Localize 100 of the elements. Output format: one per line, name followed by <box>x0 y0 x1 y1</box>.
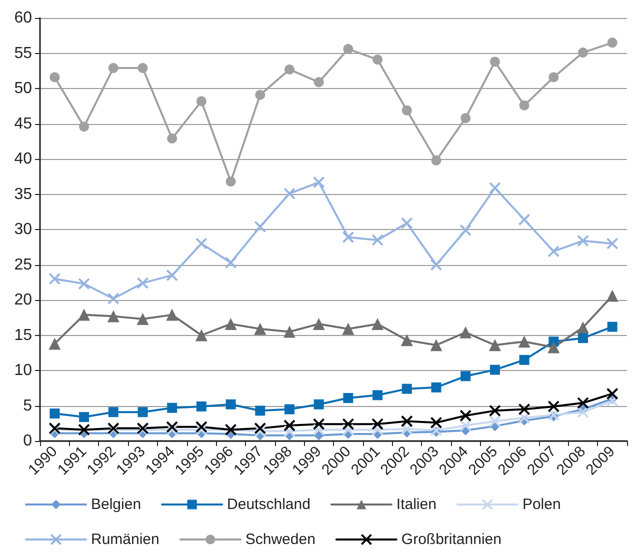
point <box>136 277 149 290</box>
point <box>578 333 588 344</box>
point <box>488 415 501 428</box>
point <box>283 419 296 432</box>
point <box>488 404 501 417</box>
y-tick-label: 60 <box>14 10 32 26</box>
point <box>224 318 237 330</box>
point <box>460 113 471 124</box>
point <box>606 388 618 400</box>
y-tick-label: 55 <box>14 44 32 62</box>
y-tick-label: 30 <box>14 221 32 238</box>
point <box>342 231 354 244</box>
point <box>284 404 294 414</box>
y-tick-label: 0 <box>23 432 32 450</box>
legend-label: Großbritannien <box>401 531 502 548</box>
point <box>518 336 530 348</box>
point <box>488 182 501 194</box>
y-tick-label: 40 <box>14 150 32 168</box>
point <box>460 371 471 382</box>
y-tick-label: 25 <box>14 256 32 274</box>
point <box>79 412 90 422</box>
point <box>255 90 266 100</box>
point <box>576 321 589 334</box>
point <box>607 322 618 332</box>
point <box>402 105 412 116</box>
point <box>400 415 413 428</box>
point <box>430 424 442 436</box>
point <box>431 155 442 166</box>
y-tick-label: 45 <box>14 115 32 132</box>
legend-label: Schweden <box>245 531 316 548</box>
point <box>166 308 178 321</box>
point <box>312 318 325 330</box>
point <box>224 256 237 269</box>
y-tick-label: 10 <box>14 362 32 379</box>
point <box>519 354 530 365</box>
legend-label: Italien <box>396 496 436 513</box>
point <box>490 56 500 67</box>
point <box>226 176 236 187</box>
point <box>342 322 354 335</box>
point <box>195 420 208 433</box>
point <box>283 326 296 338</box>
point <box>343 392 354 403</box>
point <box>606 290 618 302</box>
point <box>312 176 325 188</box>
point <box>138 407 148 418</box>
point <box>195 424 208 436</box>
y-tick-label: 35 <box>14 186 32 203</box>
point <box>518 214 530 226</box>
point <box>430 416 442 429</box>
point <box>254 220 266 233</box>
point <box>196 401 206 412</box>
point <box>48 338 61 350</box>
point <box>460 419 472 432</box>
point <box>314 399 324 410</box>
point <box>578 48 588 58</box>
point <box>518 412 530 424</box>
point <box>548 400 560 412</box>
point <box>283 188 296 200</box>
point <box>138 63 148 74</box>
point <box>48 272 61 285</box>
point <box>400 217 413 230</box>
point <box>107 292 120 305</box>
point <box>108 63 118 74</box>
point <box>78 278 90 290</box>
point <box>576 234 589 247</box>
point <box>400 423 413 436</box>
point <box>108 407 118 418</box>
point <box>312 424 325 436</box>
point <box>195 238 208 250</box>
point <box>430 339 442 352</box>
y-tick-label: 20 <box>14 292 32 308</box>
point <box>195 329 208 342</box>
point <box>166 420 178 433</box>
point <box>166 424 178 436</box>
point <box>402 384 412 394</box>
point <box>518 403 530 416</box>
point <box>576 406 589 418</box>
y-tick-label: 15 <box>14 326 32 344</box>
point <box>372 418 384 430</box>
legend-label: Deutschland <box>227 496 310 513</box>
point <box>576 396 589 409</box>
point <box>372 424 384 436</box>
point <box>167 402 178 413</box>
point <box>488 339 501 352</box>
point <box>226 399 236 410</box>
point <box>284 64 294 74</box>
y-tick-label: 50 <box>14 80 32 97</box>
point <box>548 245 560 258</box>
point <box>79 122 90 132</box>
point <box>548 341 560 354</box>
point <box>372 390 383 400</box>
point <box>372 318 384 330</box>
point <box>167 134 178 144</box>
point <box>342 424 354 436</box>
point <box>490 364 500 375</box>
point <box>254 322 266 335</box>
point <box>460 326 472 338</box>
point <box>255 406 266 416</box>
point <box>519 100 530 110</box>
legend-label: Belgien <box>91 496 142 513</box>
